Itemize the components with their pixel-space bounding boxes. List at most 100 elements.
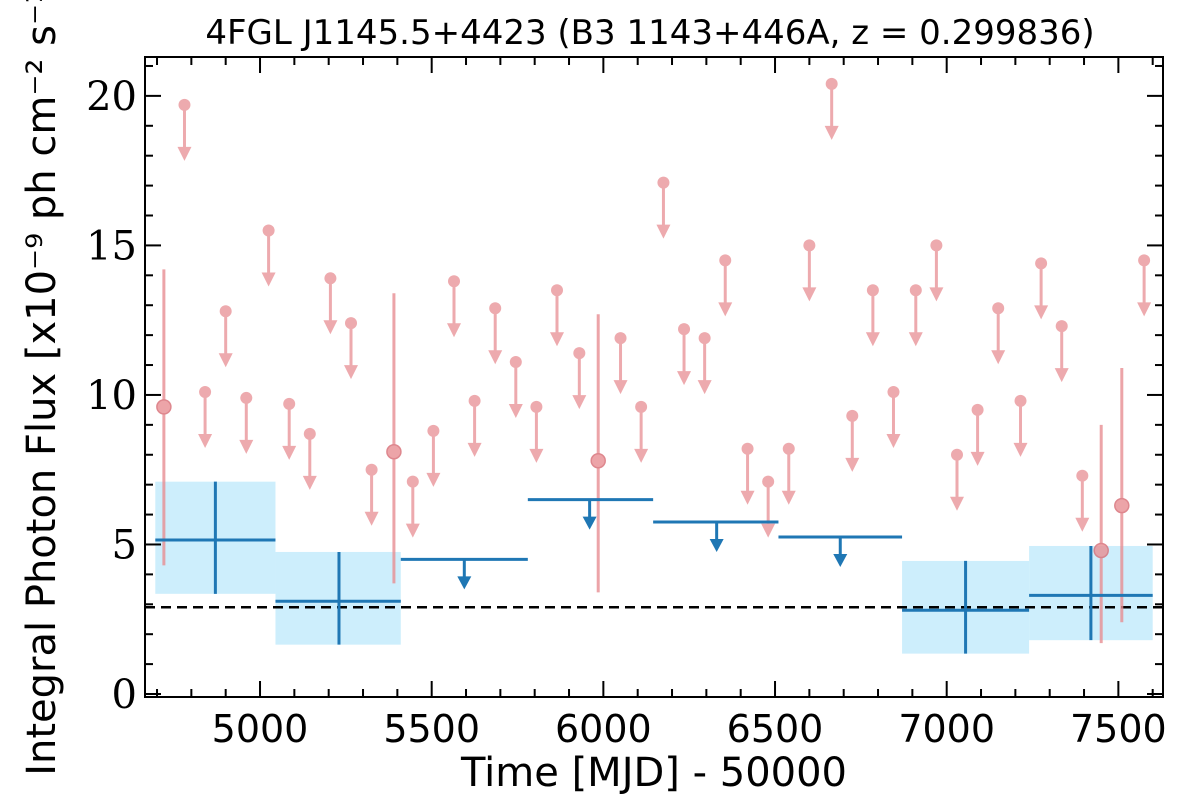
long-bin-limit-arrowhead <box>582 516 597 530</box>
upper-limit-arrowhead <box>718 302 733 317</box>
plot-frame <box>144 56 1164 698</box>
upper-limit-marker <box>614 332 627 345</box>
short-bin-upper-limit <box>302 427 317 490</box>
upper-limit-arrowhead <box>740 490 755 505</box>
detection-marker <box>1093 542 1109 559</box>
upper-limit-marker <box>635 400 648 413</box>
upper-limit-marker <box>1035 257 1048 270</box>
x-tick-label: 5500 <box>383 707 480 751</box>
upper-limit-arrowhead <box>467 442 482 457</box>
upper-limit-arrowhead <box>198 433 213 448</box>
upper-limit-arrowhead <box>239 439 254 454</box>
upper-limit-marker <box>657 176 670 189</box>
short-bin-upper-limit <box>1137 254 1152 317</box>
short-bin-detection <box>156 269 172 566</box>
upper-limit-arrowhead <box>886 433 901 448</box>
short-bin-upper-limit <box>177 98 192 161</box>
upper-limit-arrowhead <box>488 350 503 365</box>
upper-limit-arrowhead <box>447 323 462 338</box>
upper-limit-marker <box>303 427 316 440</box>
upper-limit-marker <box>283 397 296 410</box>
y-tick-label: 10 <box>86 373 137 419</box>
short-bin-upper-limit <box>908 284 923 347</box>
upper-limit-arrowhead <box>865 332 880 347</box>
short-bin-upper-limit <box>239 391 254 454</box>
short-bin-upper-limit <box>677 323 692 386</box>
short-bin-upper-limit <box>467 394 482 457</box>
short-bin-upper-limit <box>1054 320 1069 383</box>
axes: 5000 5500 6000 6500 7000 7500 0 5 10 15 20 <box>86 56 1167 751</box>
upper-limit-arrowhead <box>845 457 860 472</box>
upper-limit-arrowhead <box>970 451 985 466</box>
short-bin-upper-limit <box>261 224 276 287</box>
upper-limit-arrowhead <box>802 287 817 302</box>
short-bin-upper-limit <box>488 302 503 365</box>
long-bin-detection <box>1029 545 1153 641</box>
upper-limit-arrowhead <box>697 380 712 395</box>
short-bin-upper-limit <box>718 254 733 317</box>
long-bin-limit-arrowhead <box>709 539 724 553</box>
short-bin-upper-limit <box>781 442 796 505</box>
upper-limit-arrowhead <box>781 490 796 505</box>
upper-limit-marker <box>909 284 922 297</box>
short-bin-upper-limit <box>761 475 776 538</box>
upper-limit-arrowhead <box>656 224 671 239</box>
upper-limit-marker <box>530 400 543 413</box>
upper-limit-marker <box>573 347 586 360</box>
upper-limit-marker <box>741 442 754 455</box>
upper-limit-marker <box>345 317 358 330</box>
upper-limit-marker <box>887 385 900 398</box>
upper-limit-marker <box>509 356 522 369</box>
short-bin-upper-limit <box>949 448 964 511</box>
short-bin-upper-limit <box>824 77 839 140</box>
upper-limit-marker <box>178 98 191 111</box>
short-bin-upper-limit <box>405 475 420 538</box>
y-tick-label: 15 <box>86 223 137 269</box>
y-tick-label: 5 <box>112 522 137 568</box>
upper-limit-marker <box>551 284 564 297</box>
short-bin-upper-limit <box>1013 394 1028 457</box>
long-bin-upper-limit <box>653 520 779 553</box>
upper-limit-arrowhead <box>1075 517 1090 532</box>
upper-limit-marker <box>365 463 378 476</box>
upper-limit-marker <box>324 272 337 285</box>
short-bin-upper-limit <box>550 284 565 347</box>
short-bin-upper-limit <box>740 442 755 505</box>
upper-limit-marker <box>678 323 691 336</box>
upper-limit-arrowhead <box>364 511 379 526</box>
upper-limit-marker <box>262 224 275 237</box>
upper-limit-arrowhead <box>1054 368 1069 383</box>
x-axis-label: Time [MJD] - 50000 <box>460 750 847 796</box>
short-bin-detection <box>1114 368 1130 623</box>
long-bin-detection <box>155 481 276 594</box>
upper-limit-arrowhead <box>405 523 420 538</box>
long-bin-detection <box>902 560 1030 654</box>
short-bin-upper-limit <box>426 424 441 487</box>
upper-limit-arrowhead <box>1137 302 1152 317</box>
upper-limit-arrowhead <box>344 365 359 380</box>
long-bin-upper-limit <box>527 498 654 530</box>
upper-limit-marker <box>1055 320 1068 333</box>
upper-limit-marker <box>825 77 838 90</box>
upper-limit-arrowhead <box>550 332 565 347</box>
short-bin-upper-limit <box>198 385 213 448</box>
upper-limit-arrowhead <box>634 448 649 463</box>
upper-limit-marker <box>468 394 481 407</box>
upper-limit-marker <box>950 448 963 461</box>
short-bin-upper-limit <box>697 332 712 395</box>
upper-limit-arrowhead <box>824 125 839 140</box>
upper-limit-arrowhead <box>572 395 587 410</box>
upper-limit-arrowhead <box>908 332 923 347</box>
upper-limit-marker <box>1076 469 1089 482</box>
y-axis-label: Integral Photon Flux [x10⁻⁹ ph cm⁻² s⁻¹] <box>19 0 65 776</box>
short-bin-upper-limit <box>865 284 880 347</box>
upper-limit-marker <box>782 442 795 455</box>
upper-limit-arrowhead <box>529 448 544 463</box>
upper-limit-arrowhead <box>261 272 276 287</box>
x-tick-label: 7500 <box>1070 707 1167 751</box>
short-bin-detection <box>386 293 402 584</box>
upper-limit-arrowhead <box>508 404 523 419</box>
short-bin-upper-limit <box>529 400 544 463</box>
detection-marker <box>590 452 606 469</box>
detection-marker <box>386 444 402 460</box>
